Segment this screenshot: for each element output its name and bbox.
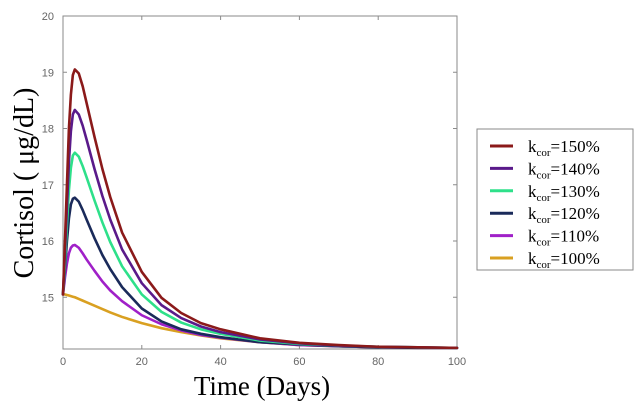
- x-tick-label: 60: [293, 356, 305, 368]
- x-axis: 0 20 40 60 80 100: [60, 16, 466, 368]
- series-layer: [61, 68, 459, 350]
- x-tick-label: 20: [136, 356, 148, 368]
- y-tick-label: 19: [42, 67, 54, 79]
- x-tick-label: 0: [60, 356, 66, 368]
- x-tick-label: 80: [372, 356, 384, 368]
- legend-label: kcor=140%: [528, 159, 600, 181]
- legend-label: kcor=150%: [528, 137, 600, 159]
- legend-label: kcor=110%: [528, 227, 599, 249]
- x-axis-title: Time (Days): [194, 371, 330, 401]
- legend-box: [476, 128, 634, 271]
- y-tick-label: 16: [42, 236, 54, 248]
- series-line-150: [61, 68, 459, 350]
- x-tick-label: 100: [448, 356, 466, 368]
- y-tick-label: 20: [42, 11, 54, 23]
- legend-label: kcor=100%: [528, 249, 600, 271]
- y-axis-title: Cortisol ( μg/dL): [9, 88, 40, 279]
- plot-frame: [62, 15, 458, 350]
- legend-label: kcor=120%: [528, 204, 600, 226]
- legend: kcor=150%kcor=140%kcor=130%kcor=120%kcor…: [476, 128, 634, 271]
- legend-label: kcor=130%: [528, 182, 600, 204]
- y-tick-label: 17: [42, 180, 54, 192]
- y-tick-label: 18: [42, 124, 54, 136]
- x-tick-label: 40: [214, 356, 226, 368]
- y-tick-label: 15: [42, 292, 54, 304]
- legend-items: kcor=150%kcor=140%kcor=130%kcor=120%kcor…: [490, 137, 600, 271]
